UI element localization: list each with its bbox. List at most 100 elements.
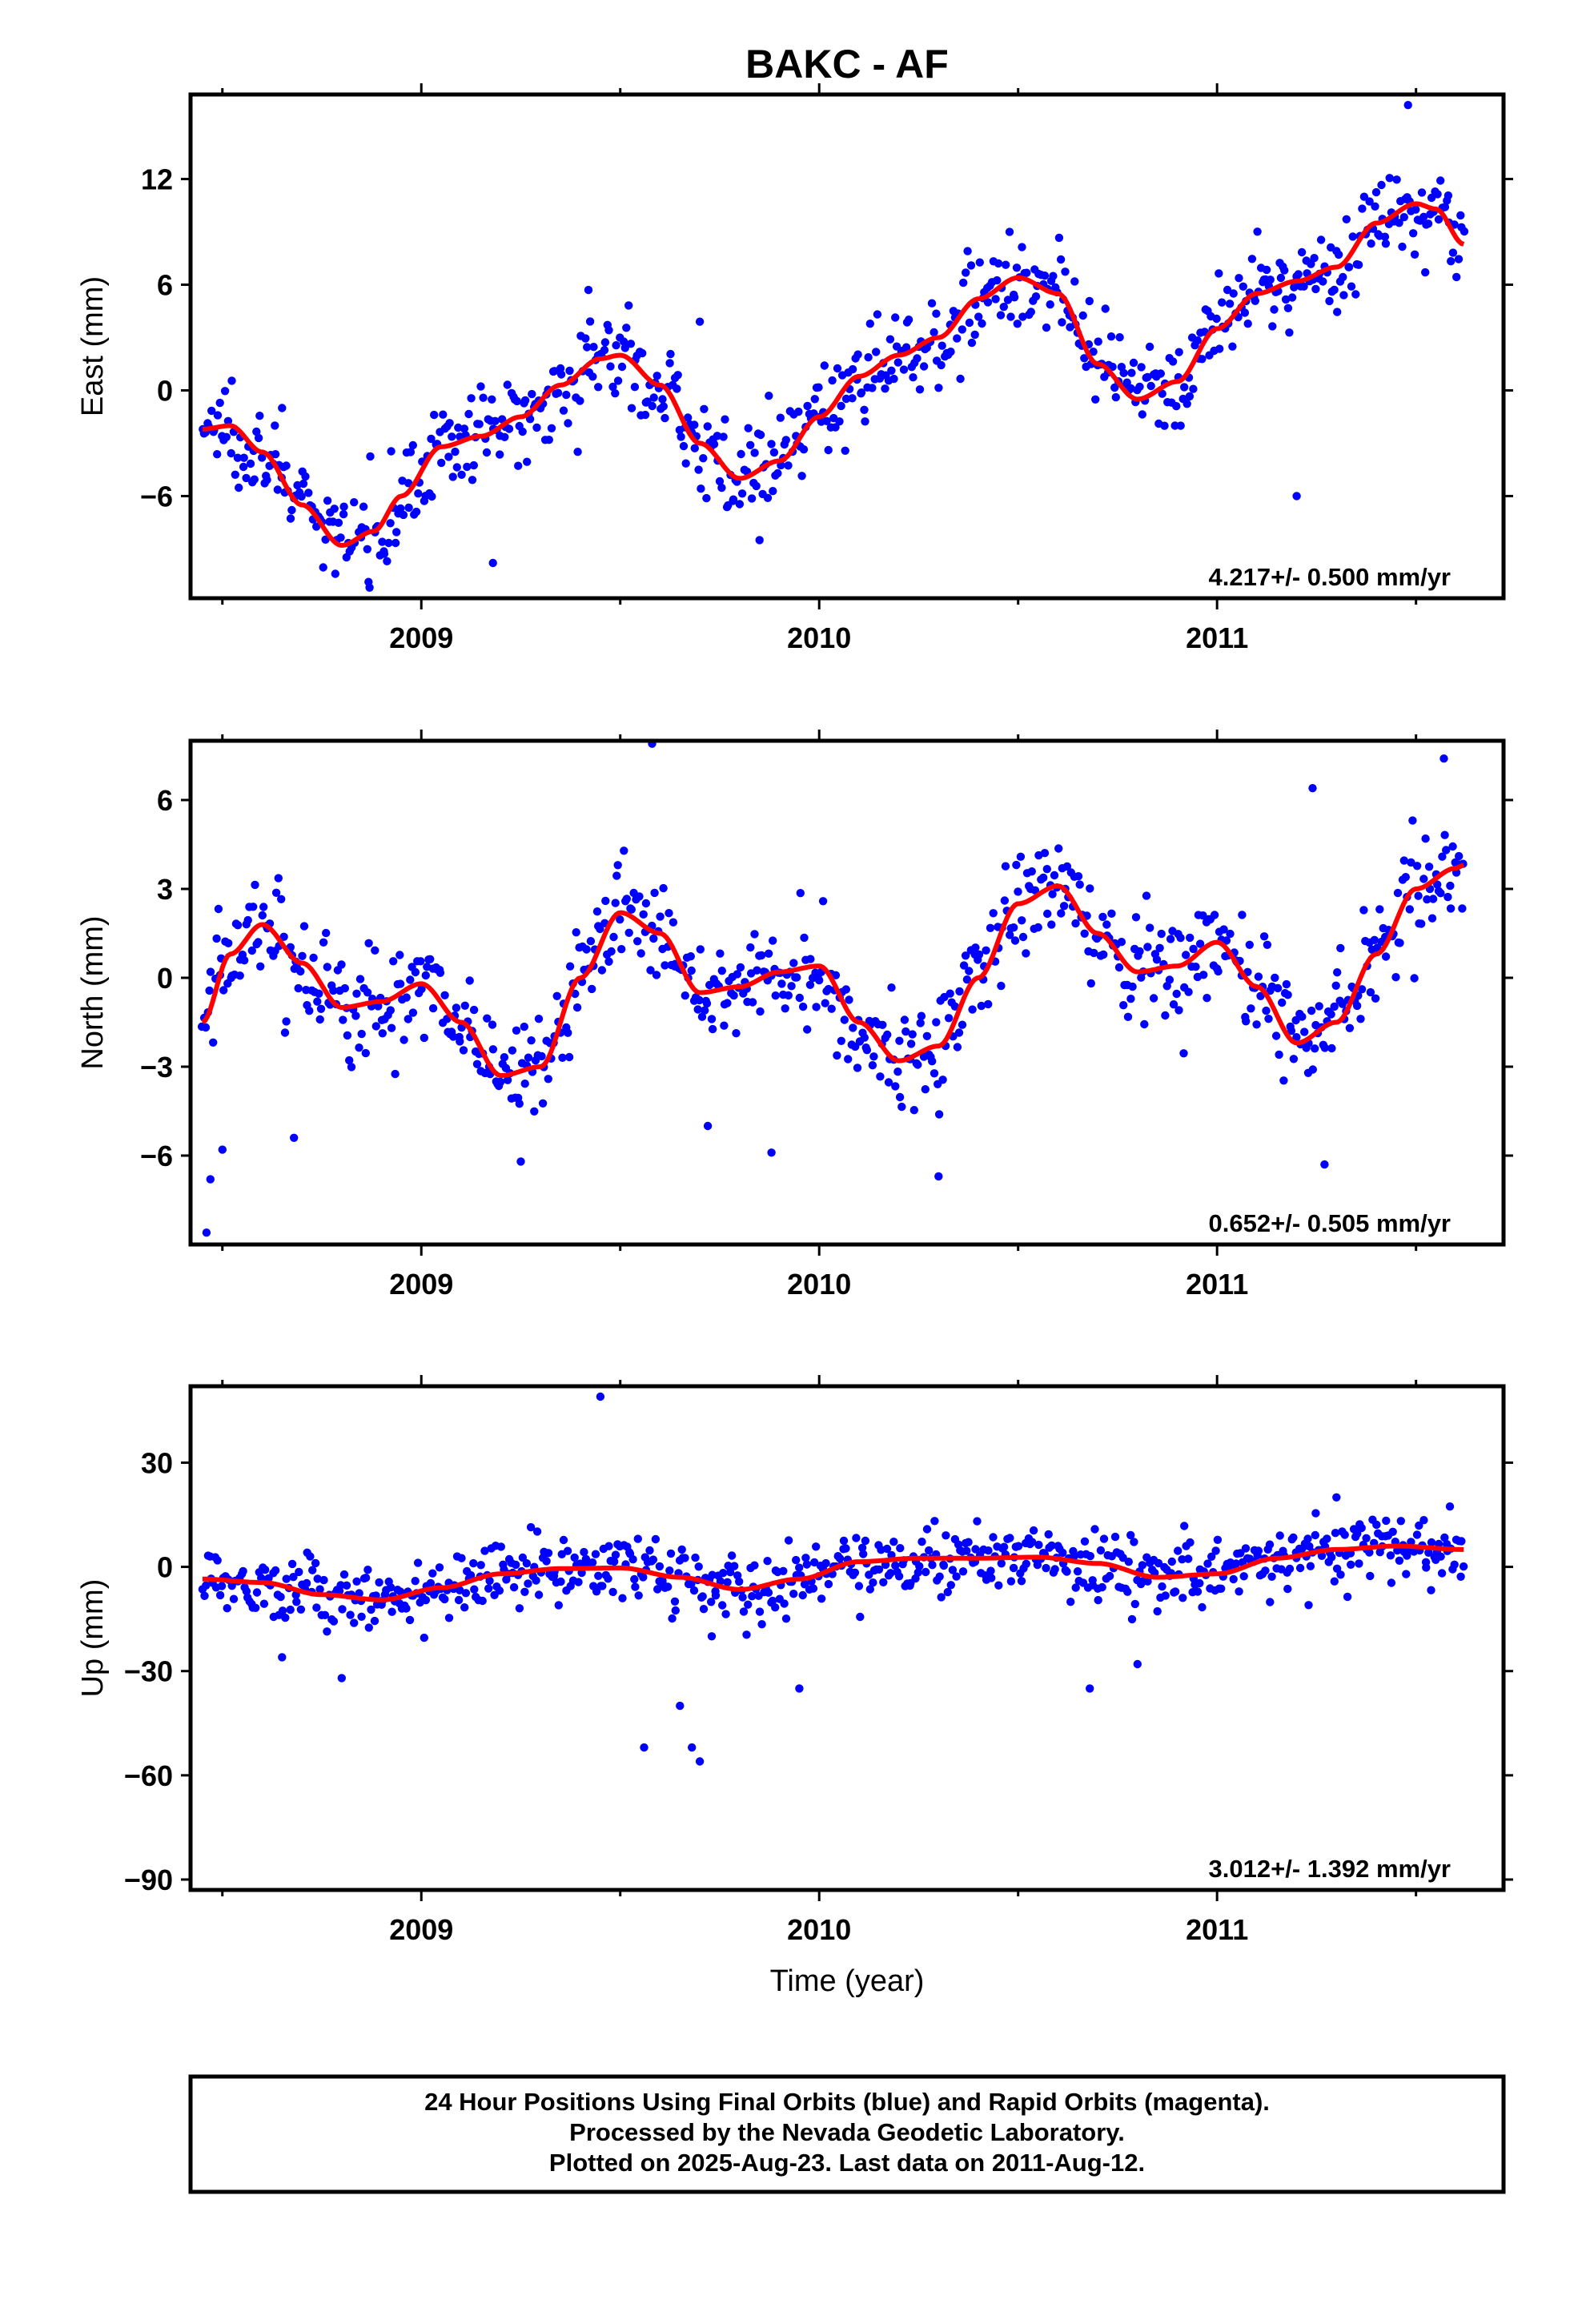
north-data-point: [917, 1011, 926, 1020]
east-data-point: [239, 453, 248, 462]
north-data-point: [1086, 884, 1094, 893]
north-outlier-point: [1320, 1160, 1329, 1169]
up-data-point: [460, 1603, 469, 1612]
east-data-point: [235, 483, 243, 493]
east-data-point: [223, 416, 233, 425]
east-data-point: [1215, 269, 1223, 278]
east-data-point: [1145, 342, 1154, 352]
up-data-point: [1424, 1548, 1433, 1558]
east-data-point: [937, 360, 946, 370]
up-data-point: [271, 1566, 280, 1575]
north-data-point: [352, 989, 361, 999]
up-data-point: [1327, 1553, 1336, 1562]
north-data-point: [280, 1028, 290, 1037]
north-data-point: [1320, 1043, 1330, 1052]
up-data-point: [670, 1597, 680, 1606]
up-data-point: [320, 1610, 330, 1620]
east-data-point: [239, 462, 248, 472]
north-data-point: [1059, 902, 1069, 911]
north-y-axis-label: North (mm): [76, 915, 110, 1069]
north-data-point: [891, 1082, 900, 1091]
east-data-point: [1385, 174, 1394, 183]
north-data-point: [233, 921, 243, 930]
east-data-point: [909, 373, 917, 382]
east-data-point: [406, 448, 416, 456]
north-data-point: [900, 1015, 909, 1024]
east-data-point: [622, 324, 631, 332]
east-outlier-point: [488, 558, 497, 568]
up-data-point: [1396, 1517, 1406, 1526]
east-data-point: [1119, 368, 1128, 377]
up-data-point: [319, 1575, 328, 1585]
up-data-point: [339, 1570, 349, 1579]
north-data-point: [753, 966, 761, 975]
up-data-point: [484, 1584, 493, 1593]
north-data-point: [705, 980, 714, 990]
up-outlier-point: [640, 1743, 648, 1752]
up-data-point: [789, 1590, 798, 1598]
north-data-point: [1407, 858, 1415, 867]
east-data-point: [690, 420, 699, 429]
up-data-point: [1289, 1533, 1298, 1542]
north-data-point: [296, 967, 305, 976]
up-data-point: [1445, 1502, 1455, 1511]
north-data-point: [1345, 1023, 1355, 1033]
east-data-point: [1297, 247, 1307, 257]
up-data-point: [665, 1566, 674, 1575]
east-y-tick-label: −6: [140, 480, 173, 513]
up-data-point: [891, 1561, 900, 1570]
north-data-point: [764, 949, 773, 959]
up-data-point: [639, 1573, 648, 1582]
north-data-point: [209, 1038, 218, 1047]
north-data-point: [313, 997, 322, 1006]
north-data-point: [1428, 895, 1438, 903]
east-data-point: [837, 401, 845, 411]
north-data-point: [812, 1003, 821, 1011]
east-outlier-point: [365, 583, 374, 592]
up-data-point: [1211, 1546, 1220, 1555]
north-data-point: [944, 1014, 954, 1023]
north-data-point: [909, 1106, 919, 1115]
up-outlier-point: [707, 1632, 717, 1641]
north-data-point: [520, 1022, 528, 1031]
north-data-point: [243, 915, 252, 925]
up-data-point: [739, 1607, 749, 1616]
east-data-point: [1013, 320, 1022, 328]
east-data-point: [606, 362, 615, 371]
north-data-point: [355, 975, 365, 983]
east-data-point: [467, 394, 476, 403]
east-data-point: [887, 366, 896, 375]
up-data-point: [1123, 1587, 1132, 1596]
up-data-point: [1323, 1534, 1331, 1543]
north-data-point: [436, 968, 445, 978]
up-data-point: [687, 1579, 696, 1589]
up-data-point: [554, 1601, 563, 1610]
north-data-point: [1189, 944, 1198, 954]
up-data-point: [1099, 1534, 1109, 1543]
east-data-point: [600, 346, 609, 355]
north-data-point: [669, 918, 678, 927]
east-data-point: [661, 413, 669, 423]
east-data-point: [1417, 188, 1427, 197]
up-outlier-point: [1133, 1659, 1142, 1669]
east-data-point: [1176, 421, 1185, 430]
up-data-point: [896, 1544, 905, 1553]
east-data-point: [448, 432, 456, 441]
up-data-point: [948, 1566, 958, 1574]
east-data-point: [613, 376, 623, 385]
east-data-point: [1005, 227, 1014, 236]
east-data-point: [1443, 191, 1453, 200]
north-data-point: [500, 1053, 509, 1062]
east-data-point: [1427, 193, 1436, 203]
north-data-point: [1271, 973, 1279, 983]
north-data-point: [396, 951, 404, 959]
up-data-point: [810, 1558, 819, 1567]
east-data-point: [437, 458, 446, 468]
up-data-point: [1090, 1525, 1099, 1534]
north-data-point: [746, 943, 755, 952]
east-data-point: [1018, 243, 1026, 251]
north-data-point: [294, 983, 303, 993]
north-data-point: [884, 1078, 893, 1087]
up-data-point: [512, 1560, 520, 1570]
north-data-point: [452, 1003, 461, 1012]
